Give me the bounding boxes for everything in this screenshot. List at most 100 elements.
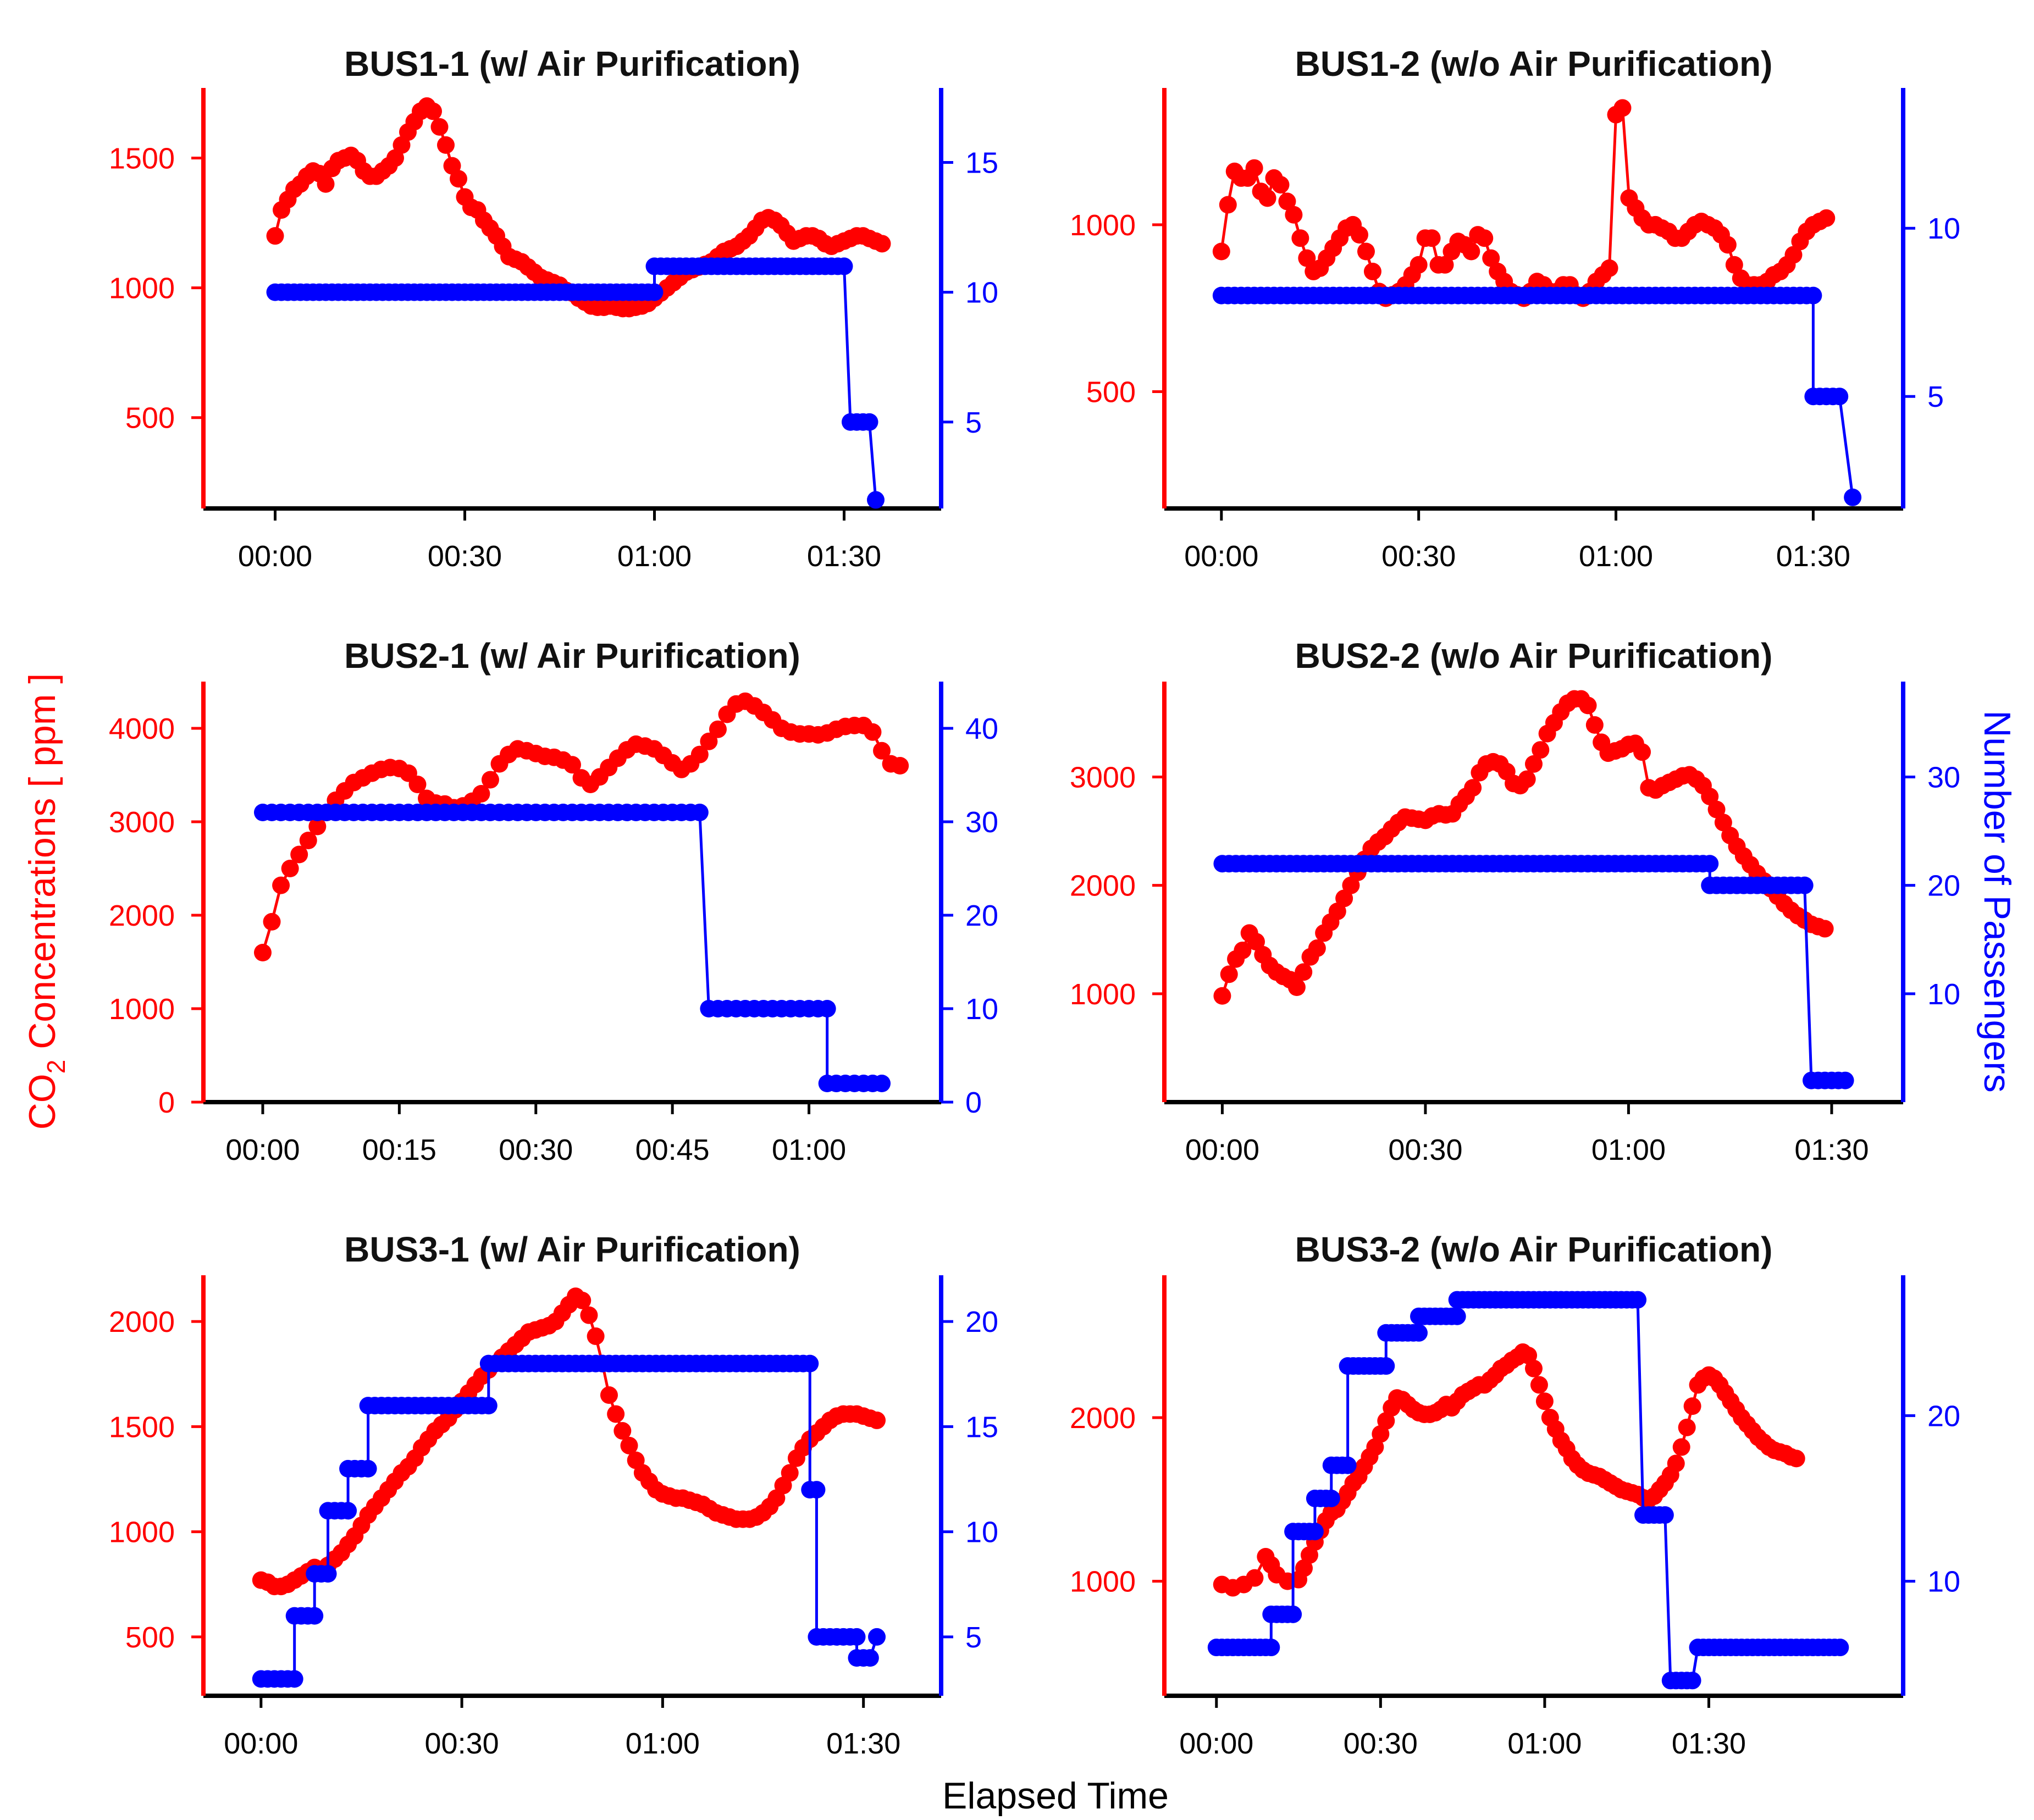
x-tick-label: 00:30 [425,1727,499,1760]
co2-point [472,785,490,803]
passenger-point [306,1607,324,1625]
co2-point [563,756,581,774]
passenger-point [1795,876,1814,894]
co2-point [1600,259,1618,277]
left-tick-label: 1000 [1070,209,1136,242]
co2-point [1212,242,1230,261]
right-tick-label: 15 [965,1410,998,1443]
co2-point [290,845,308,864]
right-tick-label: 5 [965,406,982,439]
co2-point [1464,779,1482,797]
right-tick-label: 15 [965,147,998,180]
left-tick-label: 1000 [1070,978,1136,1011]
x-tick-label: 00:00 [1179,1727,1253,1760]
co2-point [864,723,882,741]
panel-title: BUS3-1 (w/ Air Purification) [344,1230,800,1269]
left-axis-label-subscript: 2 [42,1060,70,1074]
co2-point [1220,965,1238,983]
passenger-point [1410,1324,1428,1342]
passenger-point [860,413,878,431]
passenger-point [339,1502,357,1520]
panel-title: BUS2-1 (w/ Air Purification) [344,636,800,676]
x-tick-label: 00:30 [1381,540,1456,573]
co2-point [1258,189,1276,207]
passenger-series-line [261,1362,878,1680]
co2-point [1633,743,1651,761]
passenger-point [1284,1605,1302,1623]
passenger-point [1322,1489,1340,1507]
x-tick-label: 00:00 [1185,1133,1259,1166]
co2-point [1667,1454,1685,1473]
co2-point [1701,787,1719,805]
panel-title: BUS1-1 (w/ Air Purification) [344,44,800,84]
panel-title: BUS3-2 (w/o Air Purification) [1295,1230,1773,1269]
passenger-point [801,1354,819,1373]
co2-point [1518,770,1536,788]
co2-point [308,817,327,836]
panel-bus3-1: BUS3-1 (w/ Air Purification) 00:00 00:30 01… [109,1230,998,1760]
passenger-point [1831,388,1849,406]
co2-point [1613,99,1632,117]
left-tick-label: 1500 [109,1410,175,1443]
co2-point [1532,741,1550,759]
co2-point [1357,242,1375,261]
co2-point [873,235,891,253]
left-tick-label: 2000 [109,899,175,932]
left-tick-label: 500 [125,402,175,435]
x-tick-label: 01:30 [1776,540,1850,573]
co2-point [481,771,499,789]
co2-point [891,757,909,775]
co2-point [1525,1359,1543,1378]
left-tick-label: 1000 [109,993,175,1026]
co2-point [1535,1392,1554,1410]
co2-point [868,1411,886,1429]
right-tick-label: 10 [965,993,998,1026]
left-tick-label: 2000 [109,1305,175,1338]
left-tick-label: 1000 [109,1516,175,1549]
right-tick-label: 20 [965,1305,998,1338]
co2-point [1462,242,1480,261]
x-tick-label: 00:30 [1344,1727,1418,1760]
panel-bus2-1: BUS2-1 (w/ Air Purification)00:00 00:15 00… [109,636,998,1166]
co2-point [1245,159,1263,177]
co2-point [1585,716,1604,734]
right-tick-label: 30 [1927,761,1960,794]
co2-point [1219,196,1237,214]
x-tick-label: 01:00 [1591,1133,1666,1166]
passenger-series-line [262,811,882,1085]
co2-point [1247,933,1265,951]
passenger-point [479,1397,498,1415]
x-tick-label: 00:30 [428,540,502,573]
x-tick-label: 00:45 [635,1133,710,1166]
passenger-point [1831,1639,1849,1657]
left-tick-label: 3000 [1070,761,1136,794]
right-tick-label: 10 [965,1516,998,1549]
panel-title: BUS1-2 (w/o Air Purification) [1295,44,1773,84]
x-tick-label: 01:00 [617,540,692,573]
x-tick-label: 01:00 [1579,540,1653,573]
panel-bus3-2: BUS3-2 (w/o Air Purification) 00:00 00:30 0… [1070,1230,1960,1760]
x-tick-label: 01:30 [826,1727,900,1760]
x-tick-label: 01:30 [807,540,881,573]
co2-point [1482,249,1500,267]
co2-point [317,175,335,193]
x-axis-label: Elapsed Time [942,1775,1169,1817]
co2-point [781,1464,799,1482]
co2-point [1328,902,1346,920]
co2-point [1278,192,1296,211]
right-axis-label: Number of Passengers [1976,710,2018,1092]
passenger-point [1448,1307,1466,1325]
co2-point [1787,1450,1805,1468]
co2-point [266,227,284,245]
co2-point [1423,229,1441,247]
co2-point [1672,1438,1690,1456]
co2-point [1579,696,1597,715]
co2-point [580,1306,598,1324]
passenger-point [848,1628,866,1646]
co2-point [1335,889,1353,908]
co2-point [1295,963,1313,981]
x-tick-label: 00:30 [1388,1133,1462,1166]
co2-point [1272,176,1290,194]
co2-point [263,912,281,931]
